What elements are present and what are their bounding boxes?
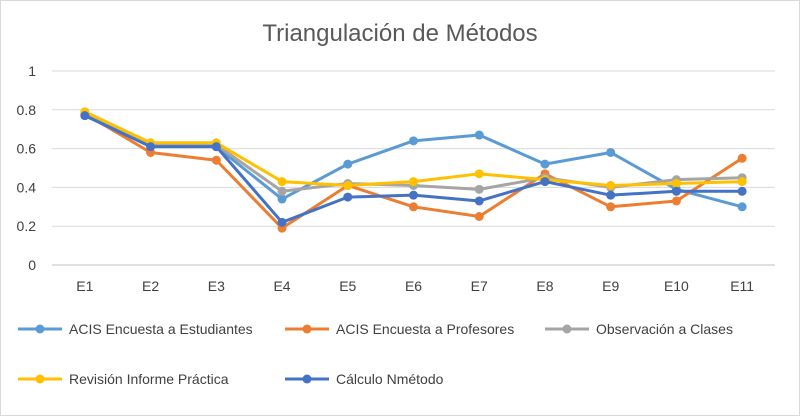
legend-label: ACIS Encuesta a Estudiantes [69,321,253,337]
data-point [343,192,353,202]
data-point [737,153,747,163]
data-point [737,202,747,212]
series-2 [80,109,747,233]
y-tick-label: 0.2 [17,218,37,234]
legend-item: Cálculo Nmétodo [285,371,444,387]
data-point [409,136,418,146]
y-axis-ticks: 0 0.2 0.4 0.6 0.8 1 [17,63,37,273]
series-group [80,107,747,233]
data-point [606,202,616,212]
data-point [343,159,353,169]
data-point [540,159,550,169]
legend: ACIS Encuesta a Estudiantes ACIS Encuesta… [18,321,733,387]
data-point [606,147,616,157]
data-point [409,177,418,187]
x-tick-label: E8 [536,278,553,294]
data-point [474,184,484,194]
data-point [146,142,156,152]
data-point [80,111,90,121]
legend-label: Cálculo Nmétodo [336,371,444,387]
x-tick-label: E11 [730,278,754,294]
data-point [737,177,747,187]
data-point [409,202,418,212]
series-5 [80,111,747,227]
chart-title: Triangulación de Métodos [262,20,537,47]
legend-marker-icon [35,374,45,384]
x-axis-ticks: E1 E2 E3 E4 E5 E6 E7 E8 E9 E10 E11 [76,278,754,294]
legend-marker-icon [302,374,312,384]
data-point [211,155,221,165]
data-point [737,186,747,196]
data-point [671,179,681,189]
data-point [409,190,418,200]
legend-label: Observación a Clases [596,321,733,337]
x-tick-label: E4 [273,278,290,294]
data-point [474,169,484,179]
gridlines [52,70,775,266]
data-point [474,130,484,140]
data-point [277,177,287,187]
legend-marker-icon [35,324,45,334]
x-tick-label: E6 [405,278,422,294]
x-tick-label: E9 [602,278,619,294]
y-tick-label: 0.8 [17,102,37,118]
y-tick-label: 0.4 [17,179,37,195]
legend-item: ACIS Encuesta a Profesores [285,321,514,337]
x-tick-label: E7 [471,278,488,294]
x-tick-label: E2 [142,278,159,294]
y-tick-label: 0.6 [17,141,37,157]
data-point [343,180,353,190]
data-point [474,196,484,206]
data-point [606,190,616,200]
legend-item: Observación a Clases [545,321,733,337]
data-point [211,142,221,152]
legend-marker-icon [302,324,312,334]
legend-item: Revisión Informe Práctica [18,371,229,387]
legend-item: ACIS Encuesta a Estudiantes [18,321,253,337]
data-point [277,217,287,227]
data-point [277,194,287,204]
x-tick-label: E3 [208,278,225,294]
legend-label: Revisión Informe Práctica [69,371,229,387]
legend-marker-icon [562,324,572,334]
data-point [474,212,484,221]
legend-label: ACIS Encuesta a Profesores [336,321,514,337]
data-point [540,177,550,187]
data-point [671,186,681,196]
x-tick-label: E5 [339,278,356,294]
data-point [606,180,616,190]
x-tick-label: E10 [664,278,689,294]
y-tick-label: 1 [28,63,36,79]
x-tick-label: E1 [76,278,93,294]
data-point [671,196,681,206]
y-tick-label: 0 [28,257,36,273]
data-point [277,186,287,196]
